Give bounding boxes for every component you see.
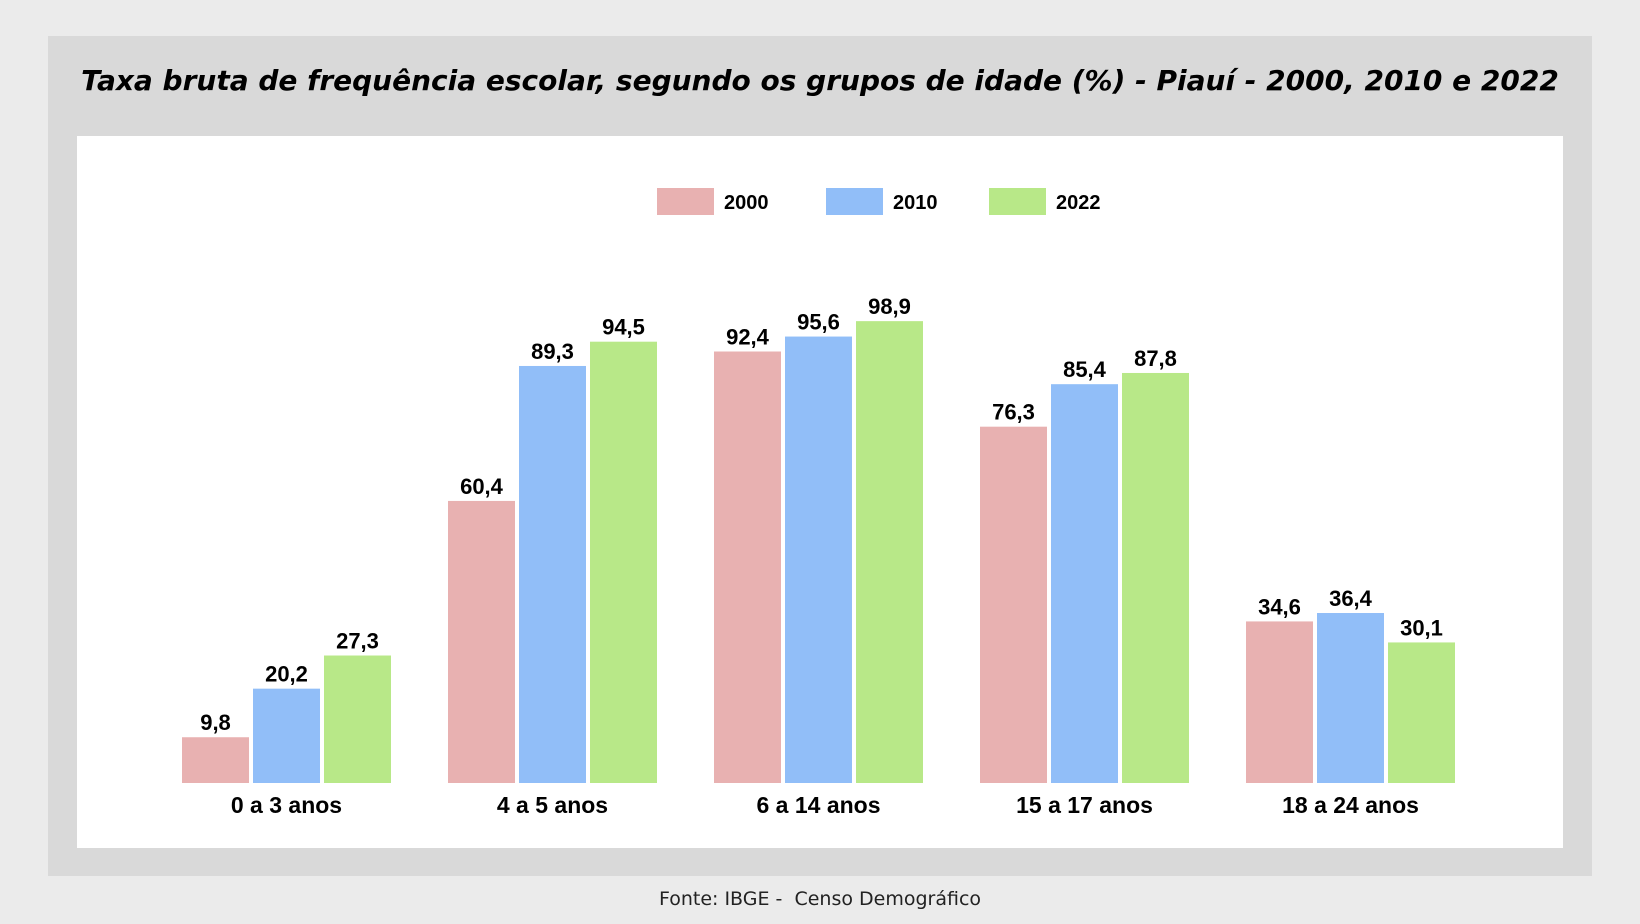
bar-2000-1 [448, 500, 515, 783]
legend-swatch-2000 [657, 188, 714, 215]
legend-label-2010: 2010 [893, 192, 938, 214]
bar-2000-0 [182, 737, 249, 783]
chart-panel: 2000 2010 2022 9,8 20,2 27,3 0 a 3 anos 60,4 89,… [77, 136, 1563, 848]
category-label-4: 18 a 24 anos [1282, 792, 1419, 818]
bar-value-label-2022-1: 94,5 [602, 315, 645, 340]
bar-2022-1 [590, 341, 657, 783]
bar-value-label-2022-2: 98,9 [868, 294, 911, 319]
chart-title: Taxa bruta de frequência escolar, segund… [81, 64, 1559, 97]
bar-2010-4 [1317, 613, 1384, 783]
bar-2010-3 [1051, 384, 1118, 783]
bar-2010-1 [519, 365, 586, 783]
bar-2000-2 [714, 351, 781, 783]
bar-2022-3 [1122, 372, 1189, 783]
category-label-0: 0 a 3 anos [231, 792, 342, 818]
bar-value-label-2000-1: 60,4 [460, 474, 504, 499]
category-label-3: 15 a 17 anos [1016, 792, 1153, 818]
bar-value-label-2000-4: 34,6 [1258, 594, 1301, 619]
bar-value-label-2010-2: 95,6 [797, 310, 840, 335]
category-label-2: 6 a 14 anos [756, 792, 880, 818]
chart-frame: Taxa bruta de frequência escolar, segund… [48, 36, 1592, 876]
bar-2010-0 [253, 688, 320, 783]
bar-value-label-2022-0: 27,3 [336, 629, 379, 654]
legend-swatch-2022 [989, 188, 1046, 215]
bar-value-label-2000-0: 9,8 [200, 710, 231, 735]
bar-2010-2 [785, 336, 852, 783]
bar-2022-0 [324, 655, 391, 783]
bar-chart: 2000 2010 2022 9,8 20,2 27,3 0 a 3 anos 60,4 89,… [182, 188, 1455, 818]
bar-2000-4 [1246, 621, 1313, 783]
bar-value-label-2010-0: 20,2 [265, 662, 308, 687]
legend-label-2022: 2022 [1056, 192, 1101, 214]
bar-2000-3 [980, 426, 1047, 783]
bar-value-label-2010-1: 89,3 [531, 339, 574, 364]
bar-2022-2 [856, 321, 923, 783]
bar-value-label-2022-3: 87,8 [1134, 346, 1177, 371]
bar-value-label-2000-2: 92,4 [726, 324, 770, 349]
bar-value-label-2010-4: 36,4 [1329, 586, 1373, 611]
bar-value-label-2000-3: 76,3 [992, 400, 1035, 425]
category-label-1: 4 a 5 anos [497, 792, 608, 818]
source-note: Fonte: IBGE - Censo Demográfico [658, 888, 982, 910]
bar-value-label-2010-3: 85,4 [1063, 357, 1107, 382]
legend-swatch-2010 [826, 188, 883, 215]
bar-value-label-2022-4: 30,1 [1400, 615, 1443, 640]
legend-label-2000: 2000 [724, 192, 769, 214]
bar-2022-4 [1388, 642, 1455, 783]
